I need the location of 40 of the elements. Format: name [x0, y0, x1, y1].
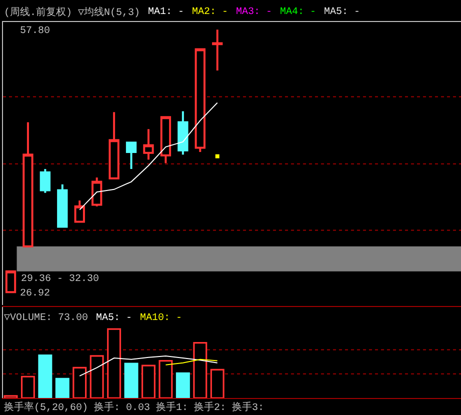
- candlestick: [126, 142, 137, 170]
- candlestick: [22, 121, 34, 248]
- bar: [193, 342, 208, 398]
- line-series: [79, 102, 218, 210]
- text: MA1: -: [148, 7, 184, 18]
- chart-title: ▽VOLUME: 73.00: [4, 313, 88, 324]
- candlestick: [194, 48, 206, 154]
- y-tick-label: 57.80: [20, 26, 50, 38]
- candlestick: [74, 199, 85, 223]
- bar: [176, 372, 190, 398]
- text: MA10: -: [140, 313, 182, 324]
- legend-label: MA4: -: [280, 7, 316, 18]
- bar: [55, 378, 70, 398]
- candlestick: [92, 176, 102, 208]
- candlestick: [160, 116, 172, 164]
- legend-label: MA3: -: [236, 7, 272, 18]
- bar: [158, 360, 173, 398]
- legend-label: MA5: -: [324, 7, 360, 18]
- candlestick: [212, 28, 223, 72]
- text: 换手率(5,20,60) 换手: 0.03 换手1: 换手2: 换手3:: [4, 401, 264, 414]
- candlestick: [108, 111, 120, 180]
- bar: [38, 354, 52, 398]
- y-tick-label: 26.92: [20, 288, 50, 300]
- bar: [141, 364, 156, 398]
- bar: [210, 368, 224, 398]
- chart-title: (周线.前复权) ▽均线N(5,3): [4, 6, 140, 19]
- bar: [20, 376, 35, 398]
- candlestick: [57, 183, 68, 229]
- candlestick: [40, 168, 51, 194]
- candlestick: [5, 270, 16, 294]
- text: MA5: -: [96, 313, 132, 324]
- bar: [72, 366, 87, 398]
- band-label: 29.36 - 32.30: [21, 274, 100, 285]
- bar: [107, 328, 122, 398]
- text: MA2: -: [192, 7, 228, 18]
- bar: [4, 395, 18, 398]
- bar: [124, 362, 138, 398]
- candlestick: [178, 110, 188, 156]
- bar: [90, 355, 104, 398]
- candlestick: [143, 128, 154, 161]
